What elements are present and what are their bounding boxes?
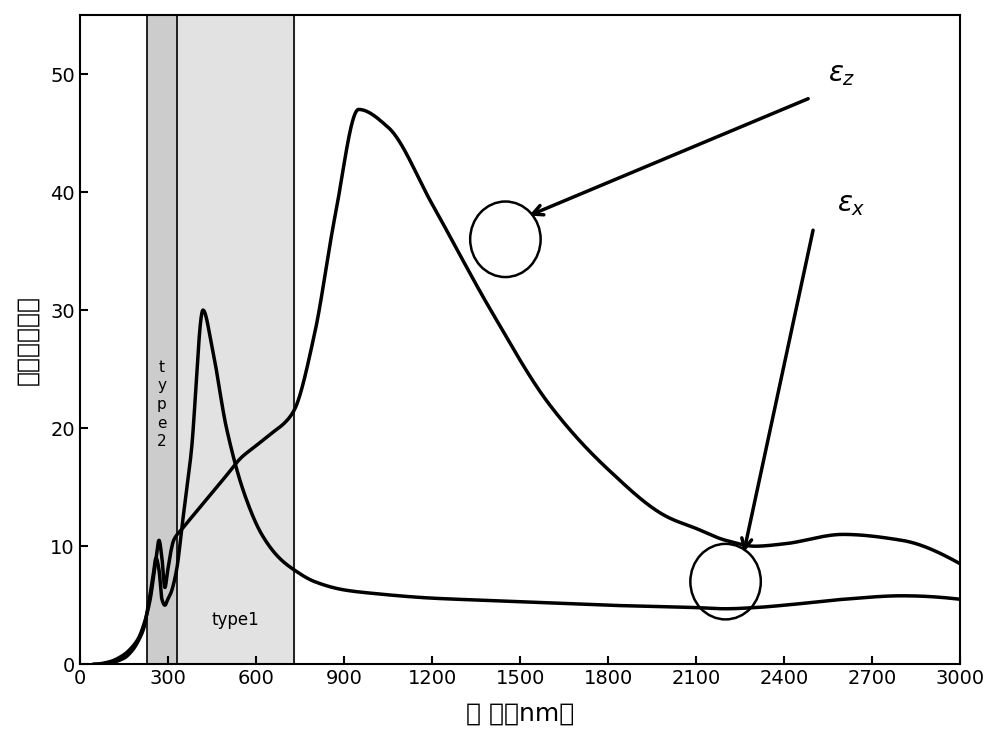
Bar — [177, 15, 294, 664]
Text: type1: type1 — [211, 611, 259, 629]
Text: $\varepsilon_x$: $\varepsilon_x$ — [837, 190, 866, 218]
Text: $\varepsilon_z$: $\varepsilon_z$ — [828, 60, 856, 88]
X-axis label: 波 长（nm）: 波 长（nm） — [466, 702, 574, 726]
Bar — [147, 15, 177, 664]
Y-axis label: 虚部介电系数: 虚部介电系数 — [15, 295, 39, 385]
Text: t
y
p
e
2: t y p e 2 — [157, 360, 167, 449]
